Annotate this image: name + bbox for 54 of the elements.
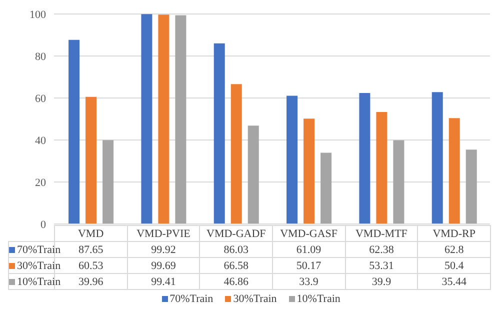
y-tick-label: 60	[35, 92, 46, 105]
bar	[68, 40, 80, 224]
bar	[248, 126, 259, 224]
data-label: 61.09	[272, 242, 346, 258]
bar	[86, 96, 97, 224]
data-label: 50.17	[272, 258, 346, 274]
data-label: 99.92	[127, 242, 200, 258]
x-tick-label: VMD-GASF	[272, 226, 346, 242]
bar	[320, 152, 332, 224]
data-label: 53.31	[345, 258, 418, 274]
data-label: 60.53	[78, 260, 104, 272]
y-tick-label: 0	[40, 218, 46, 231]
x-tick-label: VMD-RP	[418, 226, 490, 242]
data-label: 66.58	[200, 258, 272, 274]
x-tick-label: VMD-MTF	[345, 226, 418, 242]
data-label: 50.4	[418, 258, 490, 274]
text: 70%Train	[170, 293, 214, 305]
legend-label: 30%Train	[16, 258, 61, 274]
legend-label: 10%Train	[16, 274, 61, 290]
x-tick-label: VMD	[54, 226, 128, 242]
bar	[214, 43, 225, 224]
y-tick-label: 80	[35, 50, 46, 63]
data-label: 87.65	[78, 244, 104, 256]
data-label: 62.8	[418, 242, 490, 258]
bar	[141, 14, 152, 224]
bar	[393, 140, 404, 224]
bar	[230, 84, 242, 224]
bar	[158, 14, 170, 224]
bar	[286, 96, 298, 224]
data-label: 99.41	[127, 274, 200, 290]
data-label: 62.38	[345, 242, 418, 258]
data-label: 99.69	[127, 258, 200, 274]
data-label: 46.86	[200, 274, 272, 290]
bar	[448, 118, 460, 224]
data-label: 35.44	[418, 274, 490, 290]
y-tick-label: 100	[30, 8, 46, 21]
text: 30%Train	[233, 293, 277, 305]
x-tick-label: VMD-PVIE	[127, 226, 200, 242]
bar	[175, 15, 186, 224]
data-label: 86.03	[200, 242, 272, 258]
text: 10%Train	[296, 293, 340, 305]
bar	[359, 93, 370, 224]
bar	[376, 112, 388, 224]
bar	[102, 140, 114, 224]
bar	[304, 118, 315, 224]
data-label: 33.9	[272, 274, 346, 290]
y-tick-label: 40	[35, 134, 46, 147]
data-label: 39.96	[78, 276, 104, 288]
data-label: 39.9	[345, 274, 418, 290]
bar	[432, 92, 443, 224]
y-tick-label: 20	[35, 176, 46, 189]
x-tick-label: VMD-GADF	[200, 226, 272, 242]
legend-label: 70%Train	[16, 242, 61, 258]
bar	[466, 150, 477, 224]
